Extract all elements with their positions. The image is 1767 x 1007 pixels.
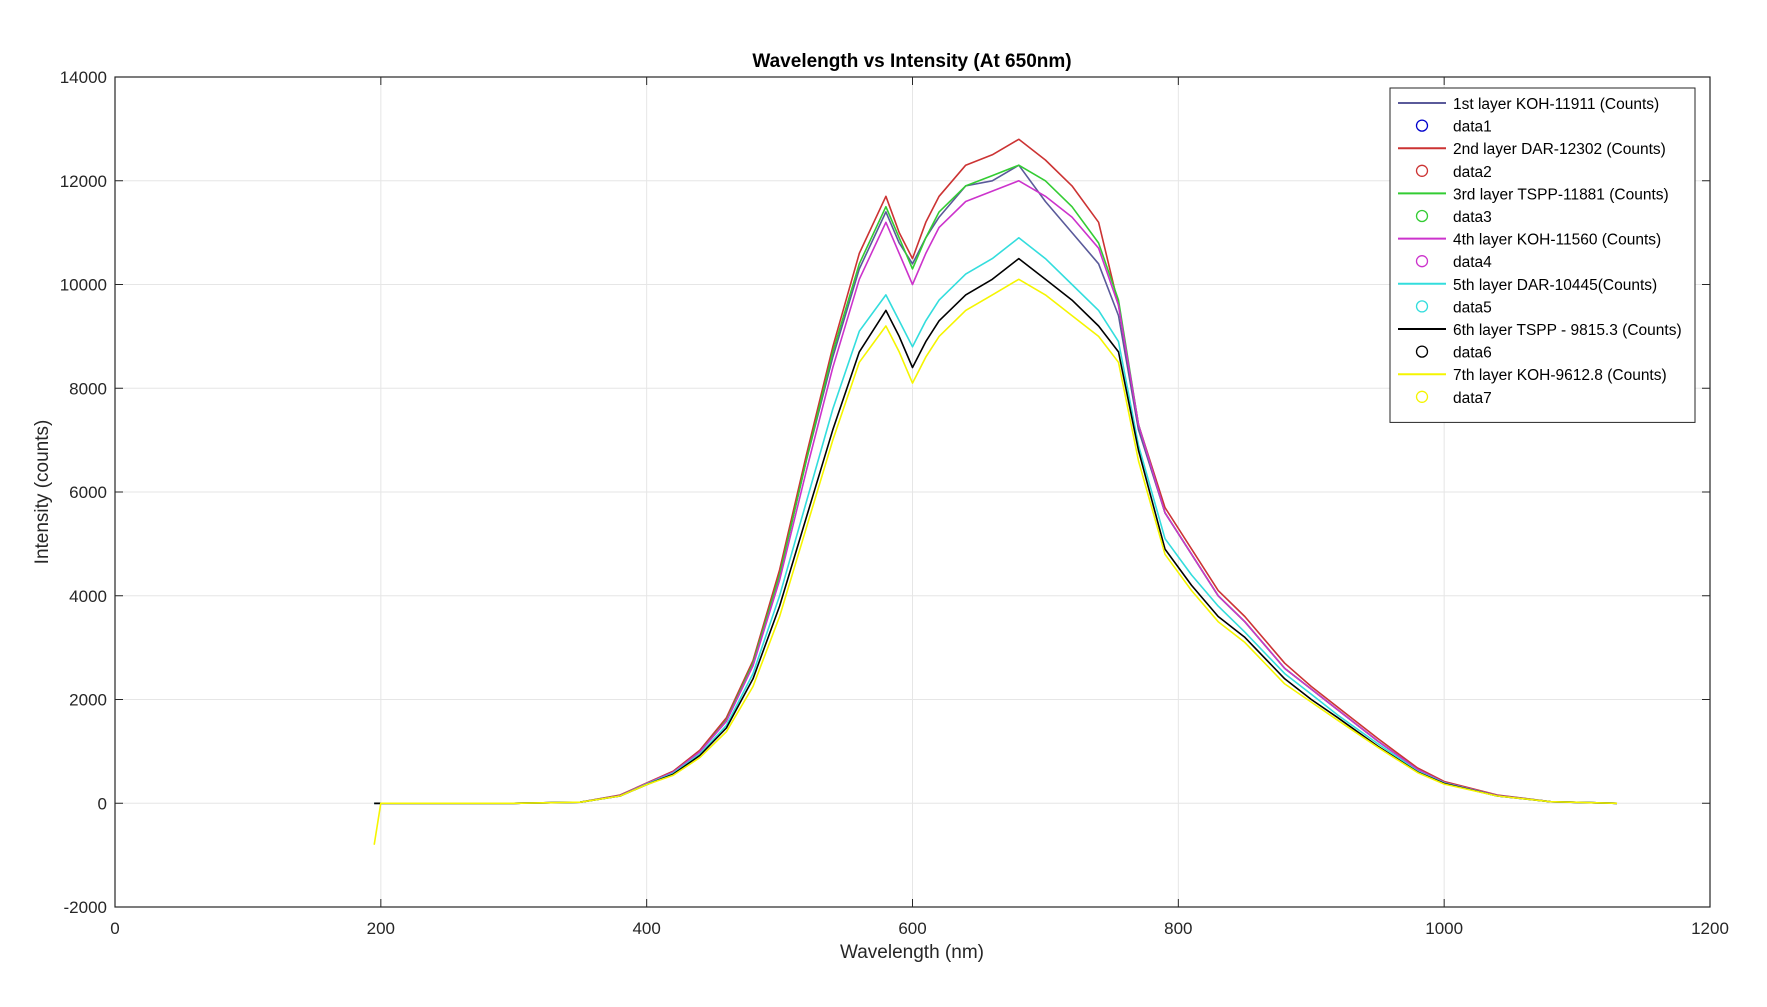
legend-entry: 5th layer DAR-10445(Counts) [1453, 277, 1657, 294]
series-line-4 [374, 180, 1618, 805]
y-tick-label: 2000 [69, 691, 107, 710]
legend-entry: 6th layer TSPP - 9815.3 (Counts) [1453, 322, 1682, 339]
x-tick-label: 0 [110, 919, 119, 938]
legend-marker-icon [1415, 209, 1429, 223]
y-tick-label: 6000 [69, 483, 107, 502]
legend-entry: data3 [1453, 209, 1492, 226]
x-tick-label: 600 [898, 919, 926, 938]
legend-entry: data1 [1453, 119, 1492, 136]
legend-marker-icon [1415, 255, 1429, 268]
legend-entry: data6 [1453, 345, 1492, 362]
tick-labels: 0 200 400 600 800 1000 1200-200002000400060008… [60, 68, 1729, 938]
y-tick-label: 8000 [69, 379, 107, 398]
legend-entry: 7th layer KOH-9612.8 (Counts) [1453, 367, 1667, 384]
legend-box [1389, 87, 1696, 423]
y-axis-label: Intensity (counts) [32, 420, 53, 565]
y-tick-label: 12000 [60, 172, 107, 191]
legend-entry: data5 [1453, 299, 1492, 316]
y-tick-label: 14000 [60, 68, 107, 87]
x-tick-label: 400 [632, 919, 660, 938]
legend-entry: 3rd layer TSPP-11881 (Counts) [1453, 186, 1669, 203]
series-line-6 [374, 257, 1618, 805]
legend-entry: 2nd layer DAR-12302 (Counts) [1453, 141, 1666, 158]
legend-entry: 4th layer KOH-11560 (Counts) [1453, 232, 1661, 249]
series-line-2 [374, 138, 1618, 805]
series-lines [373, 138, 1618, 845]
y-tick-label: 10000 [60, 276, 107, 295]
legend-marker-icon [1415, 345, 1429, 358]
legend-entry: data7 [1453, 390, 1492, 407]
legend-marker-icon [1415, 164, 1429, 177]
x-tick-label: 1000 [1425, 919, 1463, 938]
legend-marker-icon [1415, 300, 1429, 313]
y-tick-label: 4000 [69, 587, 107, 606]
y-tick-label: 0 [98, 794, 107, 813]
x-tick-label: 1200 [1691, 919, 1729, 938]
plot-border [114, 76, 1711, 908]
x-tick-label: 800 [1164, 919, 1192, 938]
legend-entry: data4 [1453, 254, 1492, 271]
chart-title: Wavelength vs Intensity (At 650nm) [752, 51, 1071, 72]
series-line-5 [374, 237, 1618, 805]
legend-marker-icon [1415, 390, 1429, 403]
legend-marker-icon [1415, 119, 1429, 132]
series-line-7 [373, 278, 1618, 845]
x-axis-label: Wavelength (nm) [840, 942, 984, 963]
legend-entry: data2 [1453, 164, 1492, 181]
legend-entry: 1st layer KOH-11911 (Counts) [1453, 96, 1659, 113]
x-tick-label: 200 [367, 919, 395, 938]
y-tick-label: -2000 [64, 898, 107, 917]
legend: 1st layer KOH-11911 (Counts) data1 2nd lay… [1389, 87, 1696, 423]
